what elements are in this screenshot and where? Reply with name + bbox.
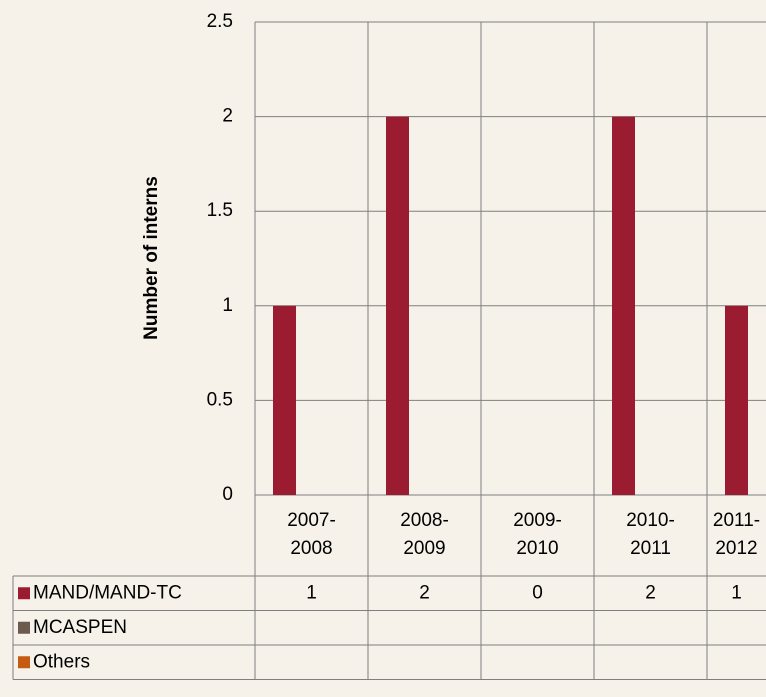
table-value: 0: [532, 582, 543, 603]
y-tick-label: 2.5: [207, 11, 233, 32]
x-tick-label: 2009: [403, 538, 445, 559]
legend-swatch: [18, 656, 30, 669]
table-value: 1: [731, 582, 742, 603]
y-tick-label: 0: [222, 484, 233, 505]
x-tick-label: 2007-: [287, 510, 336, 531]
legend-swatch: [18, 621, 30, 634]
x-tick-label: 2010: [516, 538, 558, 559]
x-tick-label: 2011-: [713, 510, 760, 531]
table-value: 2: [645, 582, 656, 603]
bar: [386, 116, 409, 495]
table-value: 1: [306, 582, 317, 603]
x-tick-label: 2009-: [513, 510, 562, 531]
legend-swatch: [18, 587, 30, 600]
legend-label: MAND/MAND-TC: [33, 582, 182, 603]
x-tick-label: 2012: [715, 538, 757, 559]
bar: [273, 305, 296, 495]
x-tick-label: 2008-: [400, 510, 449, 531]
y-tick-label: 1.5: [207, 200, 233, 221]
y-axis-title: Number of interns: [141, 176, 162, 340]
legend-label: MCASPEN: [33, 617, 127, 638]
legend-label: Others: [33, 651, 90, 672]
y-tick-label: 1: [222, 295, 233, 316]
bar: [725, 305, 748, 495]
table-value: 2: [419, 582, 430, 603]
x-tick-label: 2011: [630, 538, 671, 559]
y-tick-label: 0.5: [207, 389, 233, 410]
x-tick-label: 2010-: [626, 510, 675, 531]
y-tick-label: 2: [222, 106, 233, 127]
x-tick-label: 2008: [290, 538, 332, 559]
bar: [612, 116, 635, 495]
